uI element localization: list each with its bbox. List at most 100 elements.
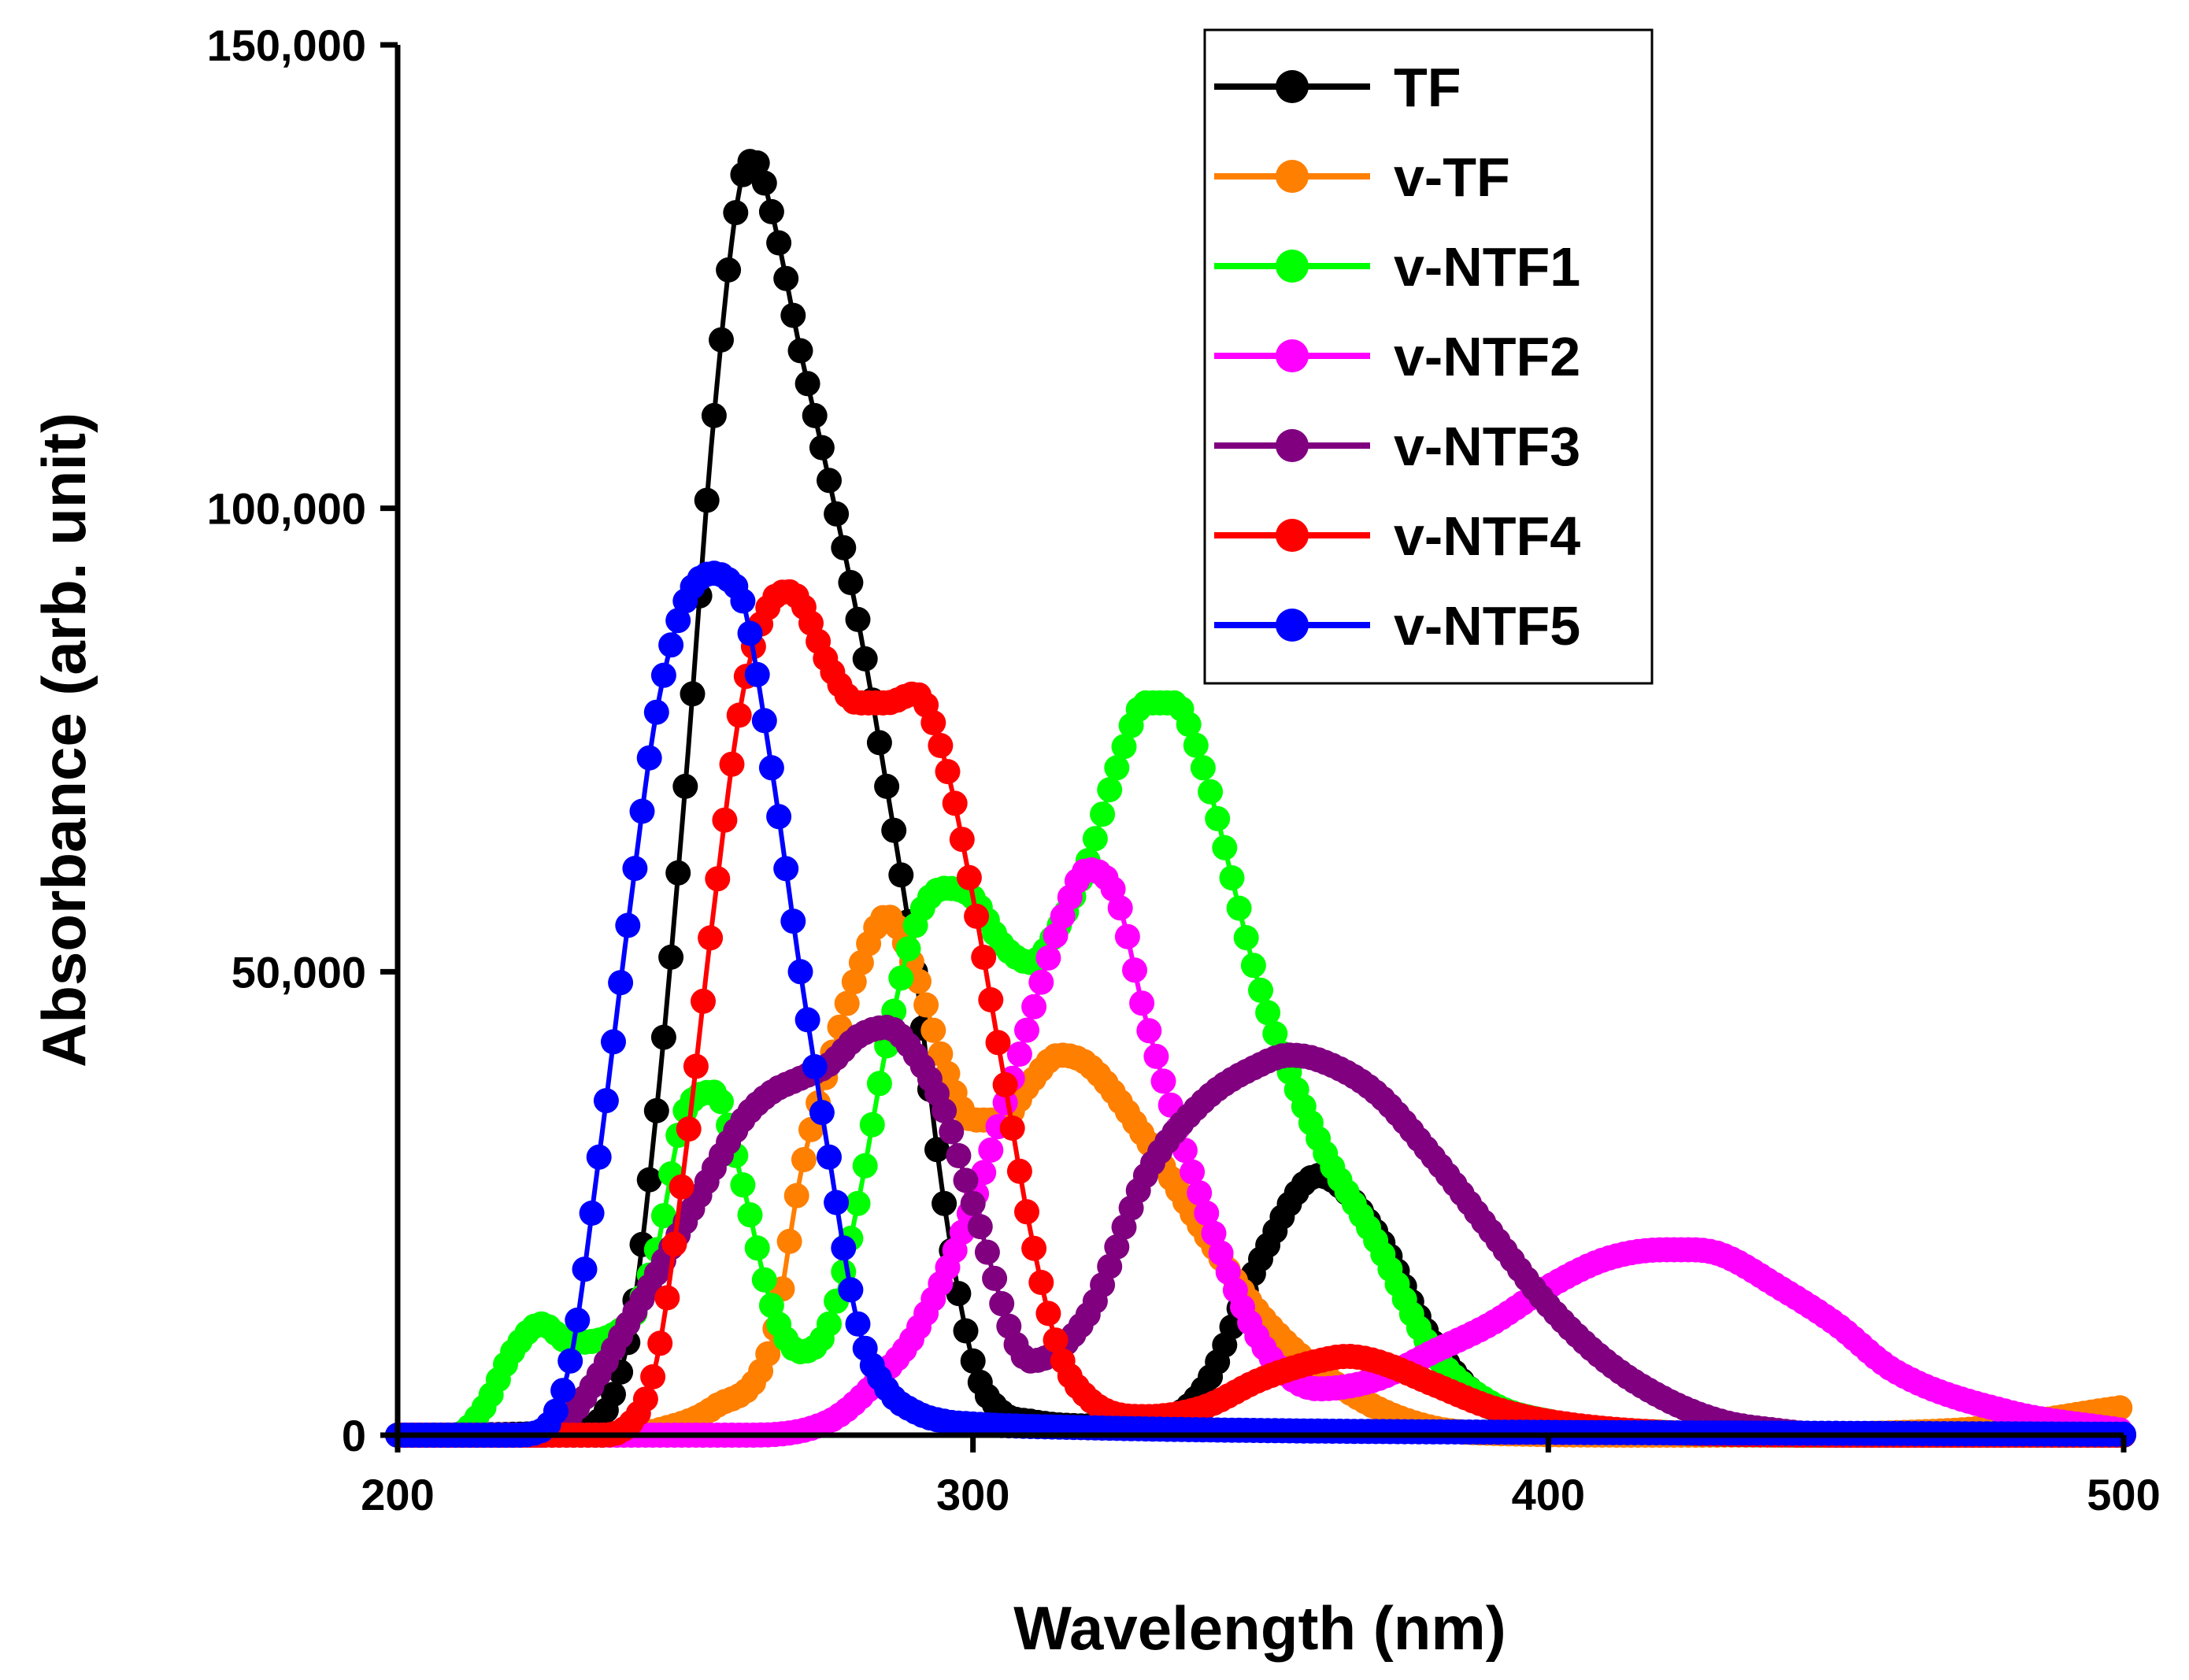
data-point <box>744 150 770 176</box>
data-point <box>888 862 914 888</box>
legend-marker <box>1276 609 1309 642</box>
legend-label: v-NTF1 <box>1394 236 1580 298</box>
data-point <box>1240 953 1266 979</box>
data-point <box>985 1030 1011 1056</box>
data-point <box>834 990 860 1016</box>
data-point <box>1006 1042 1032 1067</box>
legend-item-v-ntf5: v-NTF5 <box>1214 595 1580 657</box>
legend-marker <box>1276 250 1309 283</box>
data-point <box>794 1007 820 1033</box>
data-point <box>658 632 684 658</box>
data-point <box>1194 1201 1220 1226</box>
data-point <box>608 970 634 996</box>
data-point <box>1014 1199 1039 1225</box>
data-point <box>716 257 742 283</box>
data-point <box>1043 923 1069 949</box>
legend-marker <box>1276 339 1309 372</box>
data-point <box>783 1182 809 1208</box>
data-point <box>971 945 997 970</box>
legend-marker <box>1276 429 1309 462</box>
data-point <box>709 1089 734 1115</box>
legend-label: TF <box>1394 57 1461 118</box>
data-point <box>1180 1159 1206 1185</box>
data-point <box>964 903 990 929</box>
data-point <box>601 1029 626 1055</box>
y-axis-title: Absorbance (arb. unit) <box>29 413 98 1068</box>
x-axis-title: Wavelength (nm) <box>1013 1593 1506 1663</box>
data-point <box>643 1097 669 1123</box>
legend-item-v-ntf2: v-NTF2 <box>1214 326 1580 387</box>
data-point <box>942 790 968 816</box>
data-point <box>1090 801 1116 827</box>
data-point <box>780 908 806 934</box>
data-point <box>1021 1235 1047 1261</box>
data-point <box>1104 755 1130 781</box>
data-point <box>935 759 961 785</box>
data-point <box>874 773 900 799</box>
data-point <box>932 1097 957 1123</box>
data-point <box>866 730 892 756</box>
axes <box>394 45 2124 1438</box>
data-point <box>920 710 946 735</box>
legend-label: v-NTF5 <box>1394 595 1580 657</box>
legend: TF v-TF v-NTF1 v-NTF2 v-NTF3 v-NTF4 v-NTF5 <box>1203 28 1654 685</box>
data-point <box>817 1144 842 1170</box>
data-point <box>1129 990 1155 1016</box>
data-point <box>669 1174 694 1200</box>
data-point <box>676 1116 702 1142</box>
data-point <box>1262 1021 1288 1046</box>
data-point <box>953 1167 979 1193</box>
data-point <box>953 1318 979 1344</box>
data-point <box>1212 834 1238 860</box>
data-point <box>650 1203 676 1229</box>
data-point <box>658 944 684 970</box>
data-point <box>683 1053 709 1079</box>
data-point <box>622 856 648 882</box>
data-point <box>719 751 745 777</box>
data-point <box>787 338 813 364</box>
data-point <box>1111 734 1137 760</box>
data-point <box>650 1024 676 1050</box>
data-point <box>848 949 874 975</box>
data-point <box>1226 895 1252 921</box>
data-point <box>730 588 756 614</box>
data-point <box>895 936 921 962</box>
data-point <box>841 969 867 995</box>
data-point <box>928 1041 954 1067</box>
data-point <box>1021 994 1047 1019</box>
legend-item-v-ntf4: v-NTF4 <box>1214 505 1580 567</box>
data-point <box>791 1147 817 1172</box>
data-point <box>1097 1253 1123 1279</box>
data-point <box>665 860 691 886</box>
data-point <box>572 1256 598 1282</box>
data-point <box>1114 923 1140 949</box>
data-point <box>586 1144 612 1170</box>
data-point <box>1122 957 1147 983</box>
data-point <box>1043 1327 1069 1353</box>
data-point <box>913 992 939 1018</box>
data-point <box>640 1364 666 1390</box>
data-point <box>1111 1214 1137 1240</box>
data-point <box>758 755 784 781</box>
data-point <box>881 817 907 843</box>
data-point <box>824 501 850 527</box>
data-point <box>1035 1301 1061 1327</box>
data-point <box>802 402 828 428</box>
data-point <box>550 1378 576 1404</box>
data-point <box>766 230 792 256</box>
data-point <box>809 435 835 461</box>
data-point <box>744 1235 770 1261</box>
data-point <box>680 681 706 707</box>
data-point <box>1233 925 1259 951</box>
data-point <box>601 1382 626 1408</box>
data-point <box>773 856 799 882</box>
data-point <box>780 302 806 328</box>
data-point <box>705 866 731 892</box>
data-point <box>1190 755 1216 781</box>
data-point <box>773 265 799 291</box>
data-point <box>1183 732 1209 758</box>
data-point <box>751 708 777 734</box>
data-point <box>1136 1018 1162 1044</box>
legend-item-v-ntf1: v-NTF1 <box>1214 236 1580 298</box>
